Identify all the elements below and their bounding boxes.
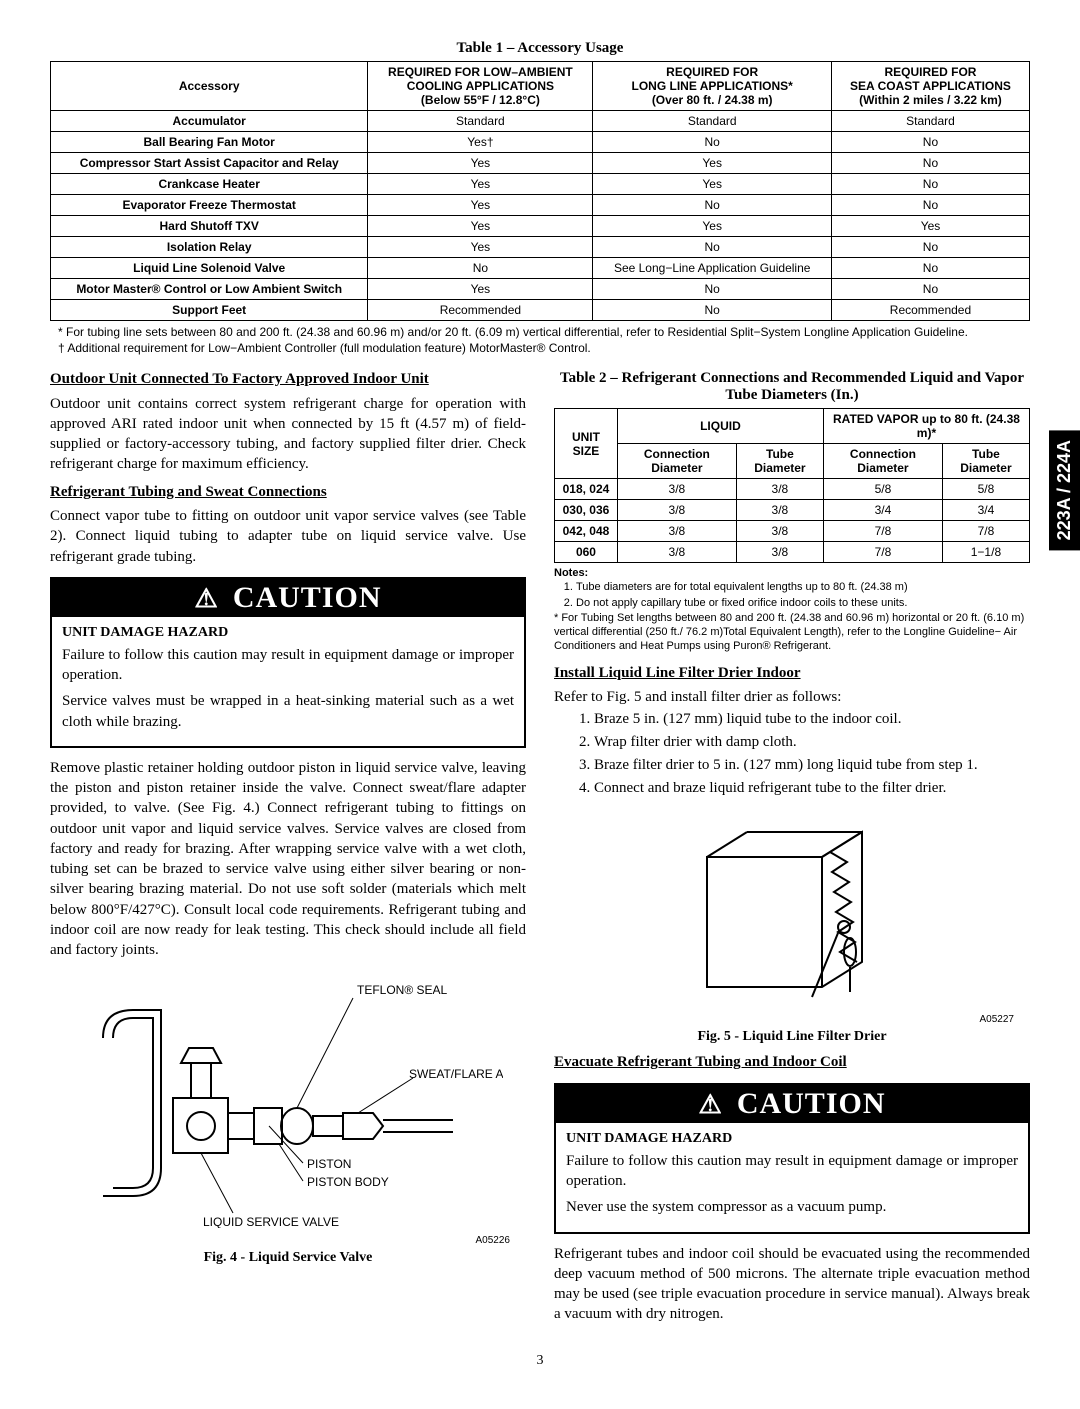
caution2-hazard: UNIT DAMAGE HAZARD (566, 1131, 1018, 1147)
svg-text:TEFLON® SEAL: TEFLON® SEAL (357, 983, 448, 997)
table-row: Compressor Start Assist Capacitor and Re… (51, 153, 1030, 174)
figure-5 (554, 807, 1030, 1012)
fig4-code: A05226 (50, 1235, 526, 1246)
caution-label: CAUTION (233, 581, 382, 614)
caution2-p2: Never use the system compressor as a vac… (566, 1197, 1018, 1217)
t1-h3: REQUIRED FOR LONG LINE APPLICATIONS* (Ov… (593, 62, 832, 111)
side-tab: 223A / 224A (1049, 430, 1080, 550)
para-refer-fig5: Refer to Fig. 5 and install filter drier… (554, 687, 1030, 707)
caution2-p1: Failure to follow this caution may resul… (566, 1151, 1018, 1192)
svg-text:LIQUID SERVICE VALVE: LIQUID SERVICE VALVE (203, 1215, 339, 1228)
caution1-hazard: UNIT DAMAGE HAZARD (62, 625, 514, 641)
table-row: Evaporator Freeze ThermostatYesNoNo (51, 195, 1030, 216)
t2-note1: Tube diameters are for total equivalent … (576, 581, 1030, 595)
t2-note-star: * For Tubing Set lengths between 80 and … (554, 612, 1030, 653)
list-item: Wrap filter drier with damp cloth. (594, 732, 1030, 753)
warning-icon: ⚠ (699, 1090, 723, 1119)
table-row: Hard Shutoff TXVYesYesYes (51, 216, 1030, 237)
list-item: Braze filter drier to 5 in. (127 mm) lon… (594, 755, 1030, 776)
list-item: Braze 5 in. (127 mm) liquid tube to the … (594, 709, 1030, 730)
accessory-usage-table: Accessory REQUIRED FOR LOW–AMBIENT COOLI… (50, 61, 1030, 321)
table-row: 042, 0483/83/87/87/8 (555, 521, 1030, 542)
caution1-p1: Failure to follow this caution may resul… (62, 645, 514, 686)
fig4-caption: Fig. 4 - Liquid Service Valve (50, 1250, 526, 1266)
table-row: Ball Bearing Fan MotorYes†NoNo (51, 132, 1030, 153)
page-number: 3 (50, 1353, 1030, 1369)
table-row: 030, 0363/83/83/43/4 (555, 500, 1030, 521)
heading-evacuate: Evacuate Refrigerant Tubing and Indoor C… (554, 1053, 1030, 1073)
para-outdoor-unit: Outdoor unit contains correct system ref… (50, 394, 526, 475)
svg-text:PISTON: PISTON (307, 1157, 351, 1171)
para-refrigerant-tubing: Connect vapor tube to fitting on outdoor… (50, 506, 526, 567)
t2-note2: Do not apply capillary tube or fixed ori… (576, 597, 1030, 611)
install-steps: Braze 5 in. (127 mm) liquid tube to the … (554, 709, 1030, 799)
t2-h-liquid: LIQUID (617, 409, 823, 444)
svg-text:PISTON BODY: PISTON BODY (307, 1175, 389, 1189)
t1-h2: REQUIRED FOR LOW–AMBIENT COOLING APPLICA… (368, 62, 593, 111)
list-item: Connect and braze liquid refrigerant tub… (594, 778, 1030, 799)
t1-footnote1: * For tubing line sets between 80 and 20… (58, 325, 1022, 341)
caution-box-1: ⚠ CAUTION UNIT DAMAGE HAZARD Failure to f… (50, 577, 526, 748)
table2-title: Table 2 – Refrigerant Connections and Re… (554, 370, 1030, 404)
refrigerant-connections-table: UNIT SIZE LIQUID RATED VAPOR up to 80 ft… (554, 408, 1030, 563)
t1-h4: REQUIRED FOR SEA COAST APPLICATIONS (Wit… (831, 62, 1029, 111)
fig5-caption: Fig. 5 - Liquid Line Filter Drier (554, 1029, 1030, 1045)
figure-4: TEFLON® SEAL SWEAT/FLARE ADAPTER PISTON … (50, 968, 526, 1233)
svg-text:SWEAT/FLARE ADAPTER: SWEAT/FLARE ADAPTER (409, 1067, 503, 1081)
heading-install-drier: Install Liquid Line Filter Drier Indoor (554, 664, 1030, 684)
t2-h-vapor: RATED VAPOR up to 80 ft. (24.38 m)* (823, 409, 1029, 444)
para-evacuate: Refrigerant tubes and indoor coil should… (554, 1244, 1030, 1325)
table-row: Crankcase HeaterYesYesNo (51, 174, 1030, 195)
warning-icon: ⚠ (195, 584, 219, 613)
caution-label: CAUTION (737, 1087, 886, 1120)
table-row: Liquid Line Solenoid ValveNoSee Long−Lin… (51, 258, 1030, 279)
heading-outdoor-unit: Outdoor Unit Connected To Factory Approv… (50, 370, 526, 390)
t1-footnote2: † Additional requirement for Low−Ambient… (58, 341, 1022, 357)
table-row: AccumulatorStandardStandardStandard (51, 111, 1030, 132)
fig5-code: A05227 (554, 1014, 1030, 1025)
table-row: 0603/83/87/81−1/8 (555, 542, 1030, 563)
table1-title: Table 1 – Accessory Usage (50, 40, 1030, 57)
t1-h1: Accessory (51, 62, 368, 111)
table-row: Isolation RelayYesNoNo (51, 237, 1030, 258)
table-row: 018, 0243/83/85/85/8 (555, 479, 1030, 500)
table-row: Motor Master® Control or Low Ambient Swi… (51, 279, 1030, 300)
t2-notes-label: Notes: (554, 567, 588, 579)
t2-h-unit: UNIT SIZE (555, 409, 618, 479)
table-row: Support FeetRecommendedNoRecommended (51, 300, 1030, 321)
heading-refrigerant-tubing: Refrigerant Tubing and Sweat Connections (50, 483, 526, 503)
caution-box-2: ⚠ CAUTION UNIT DAMAGE HAZARD Failure to f… (554, 1083, 1030, 1234)
caution1-p2: Service valves must be wrapped in a heat… (62, 691, 514, 732)
para-remove-retainer: Remove plastic retainer holding outdoor … (50, 758, 526, 961)
